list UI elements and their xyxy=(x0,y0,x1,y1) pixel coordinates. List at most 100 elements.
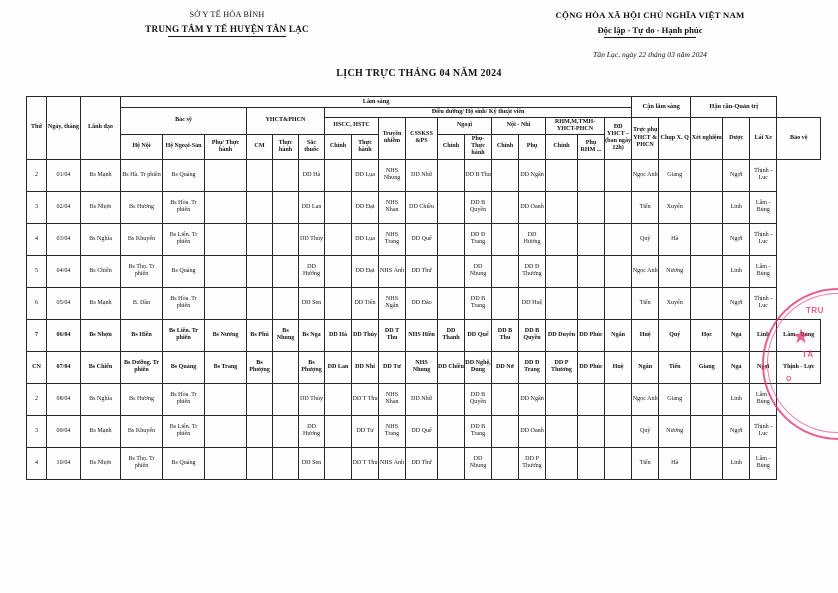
table-cell: Bs Nhợn xyxy=(80,318,121,352)
table-cell xyxy=(577,446,605,480)
table-cell: Bs Quảng xyxy=(162,254,205,288)
table-cell xyxy=(690,158,724,192)
table-cell: Bs Nương xyxy=(204,318,247,352)
table-row: 3 09/04 Bs Mạnh Bs Khuyến Bs Liên. Tr phiên D… xyxy=(26,414,821,448)
table-cell: Bs Hòa. Tr phiên xyxy=(162,286,205,320)
table-cell: DD Hường xyxy=(298,254,325,288)
table-cell: Bs Chiến xyxy=(80,254,121,288)
duty-roster-table: Thứ Ngày, tháng Lãnh đạo Lâm sàng Cận lâ… xyxy=(26,96,822,480)
group-header-hscc-hstc: HSCC, HSTC xyxy=(324,116,379,136)
table-cell xyxy=(545,222,578,256)
table-cell: DD Chiều xyxy=(405,190,438,224)
table-cell: Tiến xyxy=(631,190,660,224)
cell-weekday: 2 xyxy=(26,158,47,192)
table-cell: Hà xyxy=(658,446,692,480)
table-cell xyxy=(603,254,633,288)
table-cell: Huệ xyxy=(631,318,660,352)
table-cell xyxy=(437,222,465,256)
cell-weekday: 3 xyxy=(26,414,47,448)
cell-date: 02/04 xyxy=(46,190,81,224)
group-header-clinical: Lâm sàng xyxy=(119,96,633,108)
table-cell: NHS Nhạn xyxy=(378,190,406,224)
table-cell: Bs Hòa. Tr phiên xyxy=(162,190,205,224)
table-cell: DD B Trang xyxy=(464,286,492,320)
table-cell: Bs Khuyến xyxy=(120,222,163,256)
table-cell: Thịnh - Lục xyxy=(749,222,778,256)
table-cell: B. Dần xyxy=(120,286,163,320)
table-cell: DD T Thu xyxy=(351,446,379,480)
table-cell: Lâm - Bủng xyxy=(749,382,778,416)
table-cell: Bs Khuyến xyxy=(120,414,163,448)
table-cell xyxy=(437,414,465,448)
group-header-yhct-phcn: YHCT&PHCN xyxy=(246,106,325,136)
table-cell: Thịnh - Lục xyxy=(749,414,778,448)
roster-table-wrapper: Thứ Ngày, tháng Lãnh đạo Lâm sàng Cận lâ… xyxy=(26,96,822,480)
table-cell: Tiến xyxy=(631,446,660,480)
table-row: 2 08/04 Bs Nghĩa Bs Hương Bs Hòa. Tr phiên DD… xyxy=(26,382,821,416)
table-cell xyxy=(324,414,352,448)
table-cell xyxy=(204,222,247,256)
table-cell: Nương xyxy=(658,254,692,288)
table-row: 5 04/04 Bs Chiến Bs Thọ. Tr phiên Bs Quảng DD… xyxy=(26,254,821,288)
national-heading-block: CỘNG HÒA XÃ HỘI CHỦ NGHĨA VIỆT NAM Độc l… xyxy=(470,10,830,59)
table-cell: Bs Nghĩa xyxy=(80,222,121,256)
table-cell: Bs Thọ. Tr phiên xyxy=(120,446,163,480)
table-cell: DD Huệ xyxy=(518,286,546,320)
table-cell xyxy=(246,190,273,224)
cell-date: 07/04 xyxy=(46,350,81,384)
table-cell: NHS Nhung xyxy=(378,158,406,192)
col-header-lai-xe: Lái Xe xyxy=(749,116,778,160)
table-cell xyxy=(204,382,247,416)
table-cell: Bs Hòa. Tr phiên xyxy=(162,382,205,416)
table-cell xyxy=(603,286,633,320)
table-cell: Ngợi xyxy=(722,222,751,256)
table-cell: Linh xyxy=(722,254,751,288)
table-cell: Bs Phượng xyxy=(298,350,325,384)
col-header-phu-thuc-hanh: Phụ/ Thực hành xyxy=(204,134,247,160)
table-cell: Quý xyxy=(631,222,660,256)
table-cell: DD Phúc xyxy=(577,318,605,352)
table-cell: Bs Thọ. Tr phiên xyxy=(120,254,163,288)
table-cell: Bs Hiền xyxy=(120,318,163,352)
table-cell xyxy=(246,158,273,192)
table-cell xyxy=(246,414,273,448)
table-cell: Ngọc Anh xyxy=(631,254,660,288)
cell-date: 03/04 xyxy=(46,222,81,256)
col-header-leader: Lãnh đạo xyxy=(80,96,121,160)
cell-date: 10/04 xyxy=(46,446,81,480)
issuing-authority-block: SỞ Y TẾ HÒA BÌNH TRUNG TÂM Y TẾ HUYỆN TÂ… xyxy=(62,10,392,37)
department-name: SỞ Y TẾ HÒA BÌNH xyxy=(189,10,265,19)
table-cell: Bs Liên. Tr phiên xyxy=(162,318,205,352)
table-cell: DD Lan xyxy=(324,350,352,384)
table-cell: DD Nhung xyxy=(464,446,492,480)
table-cell: DD T Thu xyxy=(378,318,406,352)
table-cell: Bs Liên. Tr phiên xyxy=(162,414,205,448)
col-header-truyen-nhiem: Truyền nhiễm xyxy=(378,116,406,160)
cell-date: 08/04 xyxy=(46,382,81,416)
table-cell xyxy=(491,382,519,416)
table-cell: Bs Trang xyxy=(204,350,247,384)
table-cell: DD Nhứ xyxy=(405,382,438,416)
table-cell: DD Nhứ xyxy=(405,158,438,192)
col-header-cm: CM xyxy=(246,134,273,160)
table-cell: Linh xyxy=(722,382,751,416)
col-header-noi-phu: Phụ xyxy=(518,134,546,160)
letterhead: SỞ Y TẾ HÒA BÌNH TRUNG TÂM Y TẾ HUYỆN TÂ… xyxy=(0,10,838,72)
table-cell: DD B Trang xyxy=(464,414,492,448)
cell-weekday: 7 xyxy=(26,318,47,352)
table-cell xyxy=(690,286,724,320)
table-cell xyxy=(690,190,724,224)
table-cell xyxy=(577,382,605,416)
table-cell: Xuyến xyxy=(658,286,692,320)
table-cell xyxy=(603,222,633,256)
table-cell xyxy=(690,382,724,416)
cell-date: 01/04 xyxy=(46,158,81,192)
table-cell xyxy=(491,286,519,320)
col-header-xet-nghiem: Xét nghiệm xyxy=(690,116,724,160)
table-cell: DD Oanh xyxy=(518,414,546,448)
table-cell xyxy=(577,254,605,288)
table-cell: Linh xyxy=(722,190,751,224)
table-cell: Ngợi xyxy=(749,350,778,384)
col-header-truc-phu-yhct: Trực phụ YHCT & PHCN xyxy=(631,116,660,160)
table-cell: NHS Hiền xyxy=(405,318,438,352)
